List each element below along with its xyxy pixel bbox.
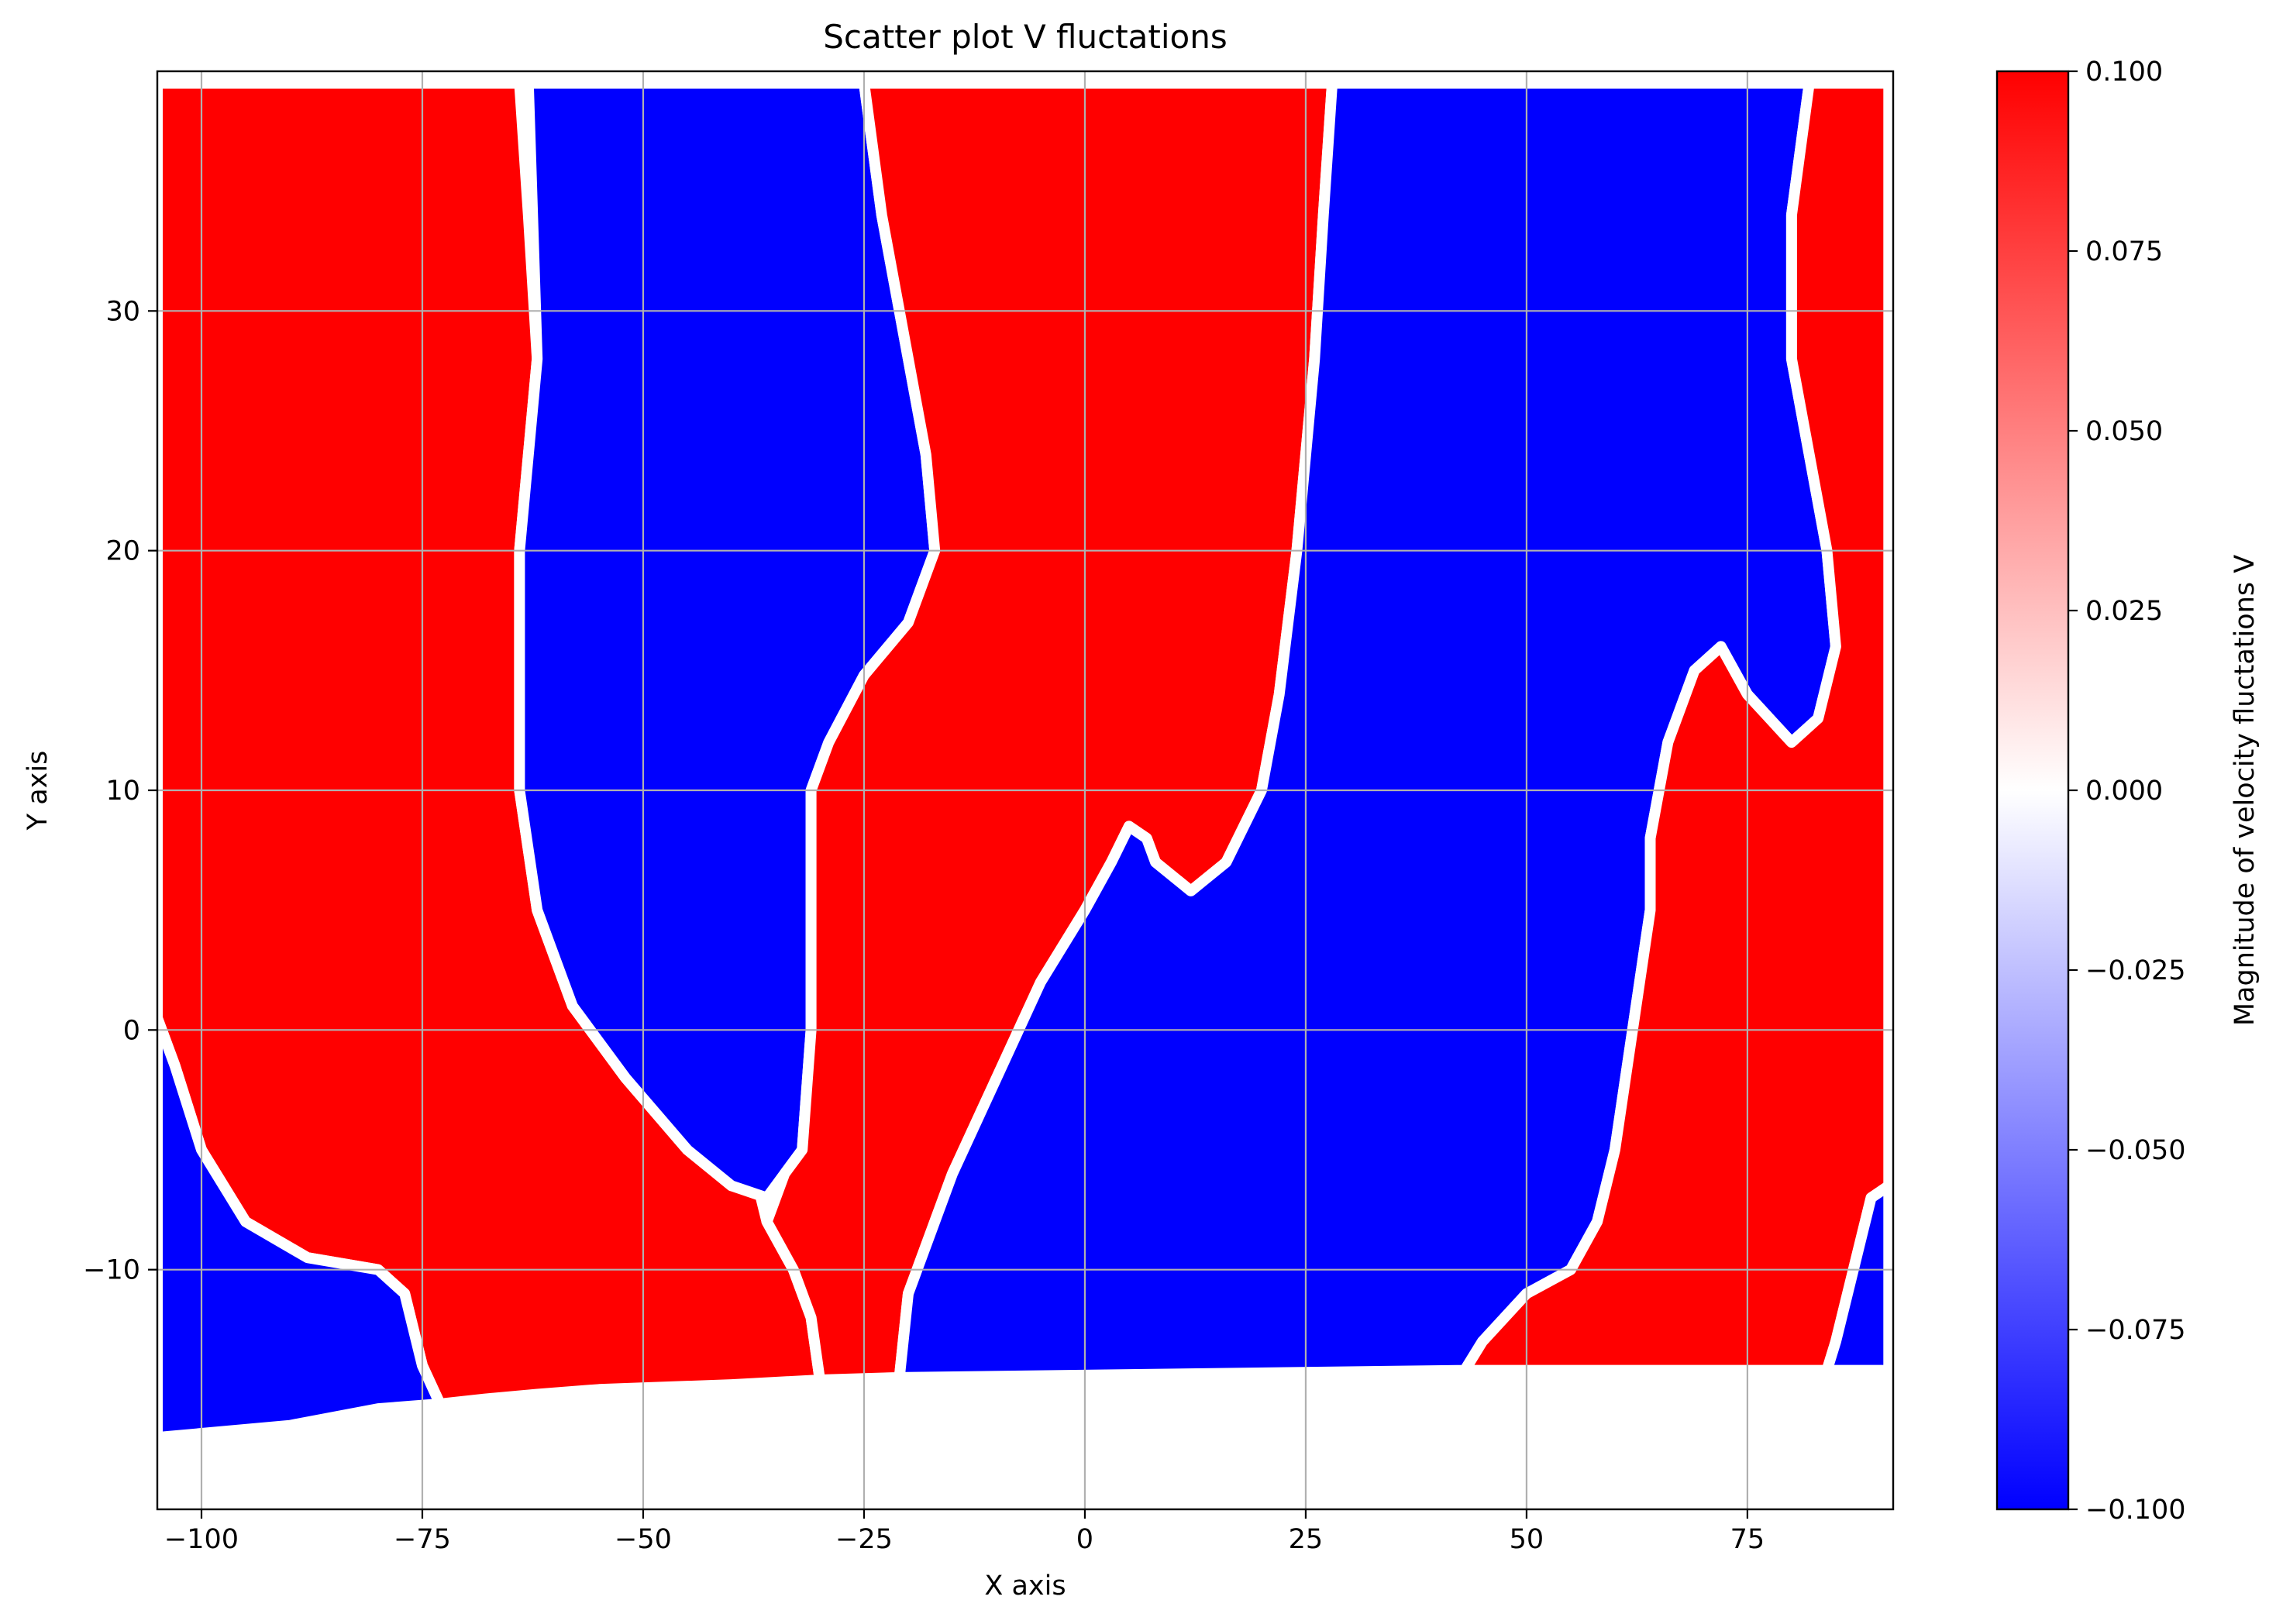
colorbar-tick-label: −0.025 xyxy=(2085,955,2186,986)
y-axis-label: Y axis xyxy=(22,751,53,831)
y-tick-label: 20 xyxy=(105,536,140,567)
colorbar-tick-label: 0.000 xyxy=(2085,776,2163,807)
colorbar-tick-label: 0.100 xyxy=(2085,57,2163,88)
field-region-negative xyxy=(1821,1180,1893,1376)
colorbar-label: Magnitude of velocity fluctations V xyxy=(2230,555,2261,1026)
y-tick-label: 30 xyxy=(105,296,140,327)
x-tick-label: −25 xyxy=(835,1524,893,1555)
y-axis-ticks: −10 0 10 20 30 xyxy=(83,296,157,1286)
x-tick-label: 25 xyxy=(1289,1524,1324,1555)
x-tick-label: 50 xyxy=(1510,1524,1544,1555)
plot-area xyxy=(157,71,1893,1509)
x-tick-label: −100 xyxy=(164,1524,239,1555)
x-tick-label: 75 xyxy=(1730,1524,1765,1555)
colorbar-tick-label: −0.100 xyxy=(2085,1495,2186,1526)
colorbar-tick-label: 0.050 xyxy=(2085,416,2163,447)
colorbar-ticks: 0.100 0.075 0.050 0.025 0.000 −0.025 −0.050 −0.… xyxy=(2068,57,2186,1526)
chart-title: Scatter plot V fluctations xyxy=(823,18,1228,56)
y-tick-label: −10 xyxy=(83,1255,140,1286)
x-tick-label: −75 xyxy=(394,1524,451,1555)
colorbar-tick-label: −0.050 xyxy=(2085,1135,2186,1166)
y-tick-label: 10 xyxy=(105,776,140,807)
x-axis-label: X axis xyxy=(984,1571,1066,1602)
y-tick-label: 0 xyxy=(123,1015,140,1046)
colorbar-tick-label: −0.075 xyxy=(2085,1315,2186,1346)
x-tick-label: −50 xyxy=(615,1524,672,1555)
x-axis-ticks: −100 −75 −50 −25 0 25 50 75 xyxy=(164,1509,1765,1555)
field-regions xyxy=(157,77,1893,1443)
x-tick-label: 0 xyxy=(1076,1524,1093,1555)
colorbar-tick-label: 0.025 xyxy=(2085,596,2163,627)
colorbar-tick-label: 0.075 xyxy=(2085,236,2163,267)
grid-lines xyxy=(157,71,1893,1509)
colorbar: 0.100 0.075 0.050 0.025 0.000 −0.025 −0.050 −0.… xyxy=(1995,57,2261,1526)
colorbar-gradient xyxy=(1995,70,2070,1511)
